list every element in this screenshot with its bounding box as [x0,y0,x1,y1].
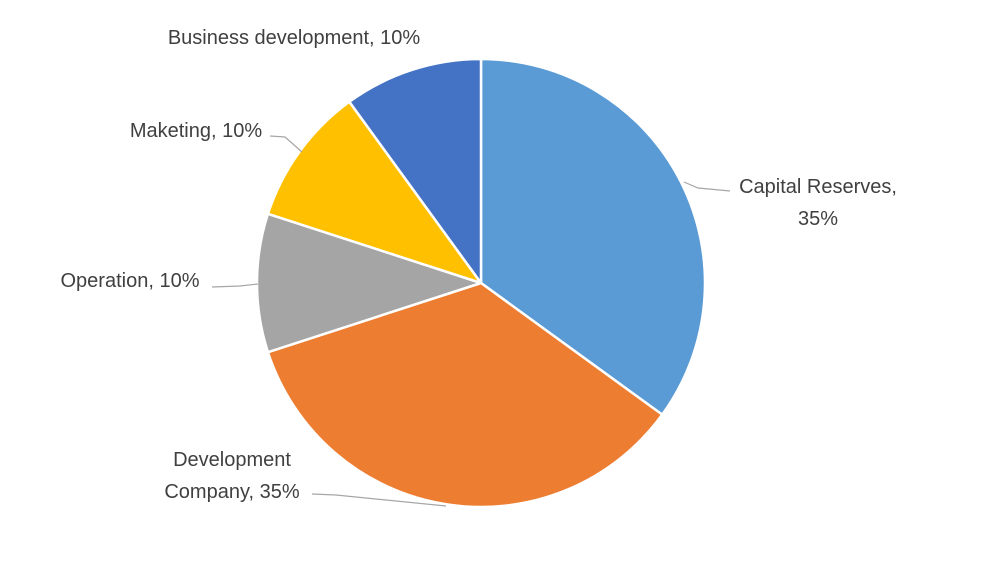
data-label-line: Maketing, 10% [130,120,263,142]
data-label: Operation, 10% [61,270,200,292]
pie-slice-business-development [348,57,483,285]
data-label-line: Company, 35% [164,481,299,503]
data-label: Development Company, 35% [164,449,299,503]
pie-slice-development-company [266,281,664,509]
data-label-line: 35% [798,208,838,230]
data-labels: Capital Reserves, 35% Development Company, … [61,27,897,503]
data-label: Business development, 10% [168,27,421,49]
leader-lines [211,135,731,507]
data-label-line: Business development, 10% [168,27,421,49]
data-label-line: Capital Reserves, [739,176,897,198]
data-label-line: Operation, 10% [61,270,200,292]
leader-line [269,135,303,153]
leader-line [211,283,259,288]
leader-line [683,181,731,192]
pie-slice-capital-reserves [479,57,707,416]
leader-line [311,493,447,507]
pie-slice-operation [255,212,483,354]
pie-slice-maketing [266,100,483,285]
data-label: Maketing, 10% [130,120,263,142]
data-label-line: Development [173,449,291,471]
data-label: Capital Reserves, 35% [739,176,897,230]
pie-slices [255,57,707,509]
